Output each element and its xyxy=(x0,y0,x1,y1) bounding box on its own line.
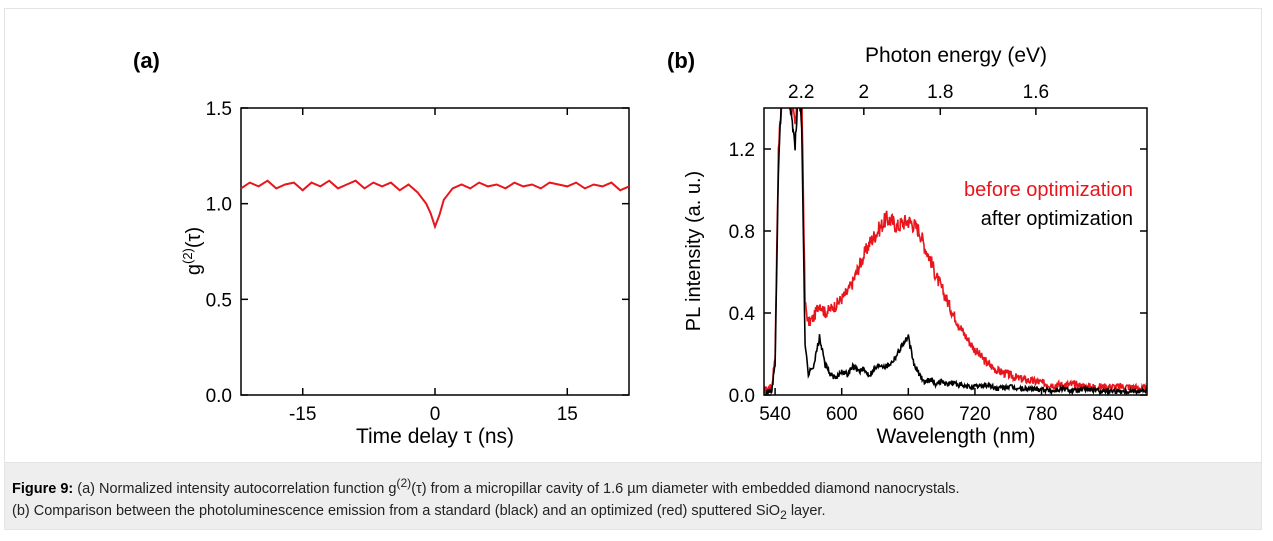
panel-b-tick-labels: 540 600 660 720 780 840 0.0 0.4 0.8 1.2 2.2 2 1.8 1.6 xyxy=(729,82,1124,425)
panel-b-top-tick-label: 1.6 xyxy=(1023,82,1049,103)
panel-b-before-optimization-line xyxy=(764,108,1147,394)
panel-a-ticks xyxy=(241,107,629,396)
panel-a-y-tick-label: 1.0 xyxy=(206,195,232,216)
panel-a-y-axis-label-main: g xyxy=(183,264,205,275)
panel-b-top-tick-label: 2.2 xyxy=(788,82,814,103)
panel-a-x-tick-label: 15 xyxy=(557,404,578,425)
panel-a-plot-area xyxy=(240,107,630,396)
panel-b-label: (b) xyxy=(667,48,695,73)
panel-a-y-axis-label-post: (τ) xyxy=(183,227,205,248)
panel-a-x-axis-label: Time delay τ (ns) xyxy=(356,425,514,448)
panel-a-tick-labels: -15 0 15 0.0 0.5 1.0 1.5 xyxy=(206,99,578,425)
caption-line-2: (b) Comparison between the photoluminesc… xyxy=(12,500,1261,526)
figure-caption: Figure 9: (a) Normalized intensity autoc… xyxy=(5,462,1261,529)
panel-b-top-tick-label: 2 xyxy=(859,82,870,103)
panel-b-y-tick-label: 0.4 xyxy=(729,304,756,325)
caption-label: Figure 9: xyxy=(12,480,74,497)
caption-line1-post: (τ) from a micropillar cavity of 1.6 µm … xyxy=(411,480,960,497)
legend-before-optimization: before optimization xyxy=(964,179,1133,201)
panel-a-y-axis-label-sup: (2) xyxy=(180,248,195,264)
panel-a-y-tick-label: 0.5 xyxy=(206,290,232,311)
panel-b-x-tick-label: 780 xyxy=(1026,404,1058,425)
panel-a-y-tick-label: 0.0 xyxy=(206,386,232,407)
panel-b: (b) 540 600 660 720 780 840 0.0 0.4 0.8 1.2 2.2 2 1.… xyxy=(667,44,1148,448)
caption-line2-pre: (b) Comparison between the photoluminesc… xyxy=(12,502,781,519)
panel-b-plot-area xyxy=(763,107,1148,396)
panel-b-x-tick-label: 720 xyxy=(959,404,991,425)
panel-a-x-tick-label: -15 xyxy=(289,404,316,425)
caption-line1-pre: (a) Normalized intensity autocorrelation… xyxy=(73,480,397,497)
panel-b-ticks xyxy=(764,108,1147,396)
caption-line-1: Figure 9: (a) Normalized intensity autoc… xyxy=(12,472,1261,500)
panel-b-y-tick-label: 0.0 xyxy=(729,386,755,407)
panel-b-x-tick-label: 600 xyxy=(826,404,858,425)
panel-a-label: (a) xyxy=(133,48,160,73)
panel-b-y-tick-label: 0.8 xyxy=(729,222,755,243)
legend-after-optimization: after optimization xyxy=(981,208,1133,230)
panel-b-x-tick-label: 660 xyxy=(892,404,924,425)
panel-b-x-axis-label: Wavelength (nm) xyxy=(876,425,1035,448)
panel-b-top-axis-label: Photon energy (eV) xyxy=(865,44,1047,67)
panel-b-top-tick-label: 1.8 xyxy=(927,82,953,103)
caption-line1-sup: (2) xyxy=(396,476,412,490)
panel-b-y-tick-label: 1.2 xyxy=(729,140,755,161)
panel-b-x-tick-label: 540 xyxy=(759,404,791,425)
panel-a-g2-series-line xyxy=(240,179,630,230)
figure-frame xyxy=(4,8,1262,530)
panel-a-x-tick-label: 0 xyxy=(430,404,441,425)
panel-b-x-tick-label: 840 xyxy=(1092,404,1124,425)
panel-a-y-tick-label: 1.5 xyxy=(206,99,232,120)
panel-b-y-axis-label: PL intensity (a. u.) xyxy=(683,171,705,331)
caption-line2-post: layer. xyxy=(786,502,826,519)
panel-a: (a) -15 0 15 0.0 0.5 1.0 1.5 Time delay τ (ns)… xyxy=(133,48,630,448)
caption-line2-sub: 2 xyxy=(780,507,787,522)
panel-a-y-axis-label: g(2)(τ) xyxy=(180,227,205,275)
panel-b-after-optimization-line xyxy=(764,108,1147,395)
